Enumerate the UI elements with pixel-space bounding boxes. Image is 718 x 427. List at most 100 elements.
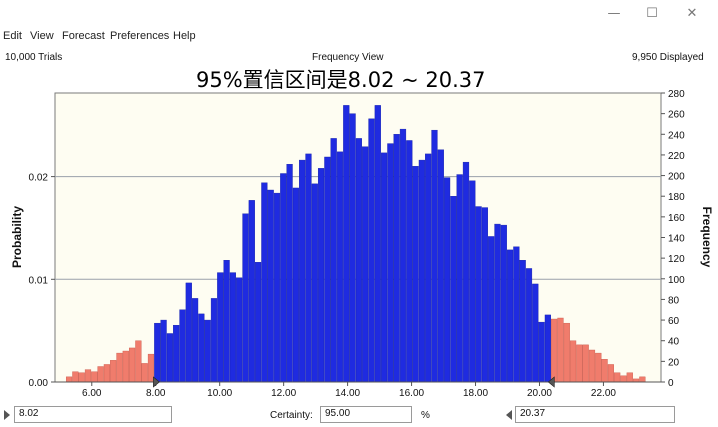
maximize-icon: ☐ (646, 5, 658, 21)
histogram-bar (147, 353, 155, 383)
x-tick-label: 20.00 (527, 388, 552, 399)
certainty-label: Certainty: (270, 410, 313, 421)
histogram-bar (103, 364, 110, 383)
histogram-bar (242, 213, 249, 383)
histogram-bar (431, 129, 438, 383)
histogram-bar (418, 159, 425, 383)
histogram-bar (292, 187, 299, 383)
histogram-bar (343, 105, 350, 383)
displayed-count: 9,950 Displayed (632, 52, 704, 63)
histogram-bar (78, 372, 85, 383)
x-tick-label: 14.00 (335, 388, 360, 399)
histogram-bar (406, 140, 413, 383)
histogram-bar (462, 161, 470, 383)
lower-bound-field[interactable]: 8.02 (14, 406, 172, 423)
right-tick-label: 220 (668, 151, 685, 162)
histogram-bar (311, 183, 318, 383)
histogram-bar (324, 156, 331, 383)
histogram-bar (179, 309, 186, 383)
right-tick-label: 0 (668, 378, 674, 389)
histogram-bar (588, 349, 596, 383)
close-button[interactable]: ✕ (672, 0, 712, 26)
histogram-bar (387, 143, 394, 383)
histogram-bar (412, 166, 419, 383)
histogram-bar (582, 344, 589, 383)
histogram-bar (261, 182, 268, 383)
histogram-bar (506, 249, 514, 383)
right-tick-label: 140 (668, 234, 685, 245)
histogram-bar (154, 322, 161, 383)
x-tick-label: 18.00 (463, 388, 488, 399)
histogram-bar (355, 138, 362, 383)
close-icon: ✕ (686, 5, 698, 21)
menu-forecast[interactable]: Forecast (62, 30, 105, 42)
histogram-bar (500, 224, 507, 383)
info-bar: 10,000 Trials Frequency View 9,950 Displ… (0, 48, 718, 68)
histogram-bar (185, 282, 192, 383)
histogram-bar (305, 153, 312, 383)
histogram-bar (116, 352, 123, 383)
histogram-bar (128, 347, 136, 383)
left-tick-label: 0.01 (29, 275, 49, 286)
histogram-bar (557, 317, 564, 383)
right-axis: 0 20 40 60 80 100 120 140 160 180 200 220 240 260 280 (661, 89, 685, 389)
upper-bound-field[interactable]: 20.37 (515, 406, 675, 423)
histogram-bar (601, 359, 608, 383)
histogram-bar (191, 298, 199, 383)
upper-arrow-icon[interactable] (506, 410, 512, 420)
histogram-bar (513, 246, 520, 383)
trials-count: 10,000 Trials (5, 52, 63, 63)
maximize-button[interactable]: ☐ (632, 0, 672, 26)
histogram-bar (488, 236, 495, 383)
certainty-field[interactable]: 95.00 (320, 406, 412, 423)
right-tick-label: 120 (668, 254, 685, 265)
histogram-bar (544, 314, 551, 383)
histogram-bar (551, 318, 558, 383)
histogram-bar (481, 207, 488, 383)
histogram-bar (217, 272, 224, 383)
right-tick-label: 240 (668, 130, 685, 141)
view-name: Frequency View (312, 52, 384, 63)
frequency-chart: 6.00 8.00 10.00 12.00 14.00 16.00 18.00 20.00 22… (10, 89, 714, 399)
histogram-bar (198, 313, 205, 383)
left-tick-label: 0.00 (29, 378, 49, 389)
histogram-bar (317, 168, 325, 383)
left-tick-label: 0.02 (29, 173, 49, 184)
x-tick-label: 16.00 (399, 388, 424, 399)
menu-view[interactable]: View (30, 30, 54, 42)
histogram-bar (399, 128, 407, 383)
upper-bound-handle[interactable] (547, 376, 555, 388)
histogram-bar (614, 372, 621, 383)
lower-arrow-icon[interactable] (4, 410, 10, 420)
minimize-button[interactable]: — (594, 0, 634, 26)
menu-help[interactable]: Help (173, 30, 196, 42)
histogram-bar (469, 180, 476, 383)
histogram-bar (280, 173, 287, 383)
confidence-interval-annotation: 95%置信区间是8.02 ~ 20.37 (196, 68, 486, 92)
histogram-bar (97, 366, 104, 383)
histogram-bar (267, 189, 274, 383)
lower-bound-handle[interactable] (153, 376, 160, 388)
histogram-bar (204, 319, 211, 383)
histogram-bar (532, 283, 539, 383)
histogram-bar (368, 118, 375, 383)
right-tick-label: 40 (668, 337, 680, 348)
percent-label: % (421, 410, 430, 421)
menu-edit[interactable]: Edit (3, 30, 22, 42)
histogram-bar (569, 340, 577, 383)
histogram-bar (349, 113, 356, 383)
menu-preferences[interactable]: Preferences (110, 30, 170, 42)
right-tick-label: 20 (668, 357, 680, 368)
histogram-bar (595, 352, 602, 383)
bottom-bar: 8.02 Certainty: 95.00 % 20.37 (0, 404, 718, 427)
histogram-bar (160, 319, 167, 383)
histogram-bar (91, 371, 98, 383)
histogram-bar (110, 360, 117, 383)
histogram-bar (639, 376, 646, 383)
histogram-bar (437, 149, 444, 383)
histogram-bar (84, 369, 92, 383)
x-axis: 6.00 8.00 10.00 12.00 14.00 16.00 18.00 20.00 22… (82, 382, 616, 399)
histogram-bar (519, 260, 526, 383)
histogram-bar (210, 298, 218, 383)
histogram-bar (494, 223, 501, 383)
